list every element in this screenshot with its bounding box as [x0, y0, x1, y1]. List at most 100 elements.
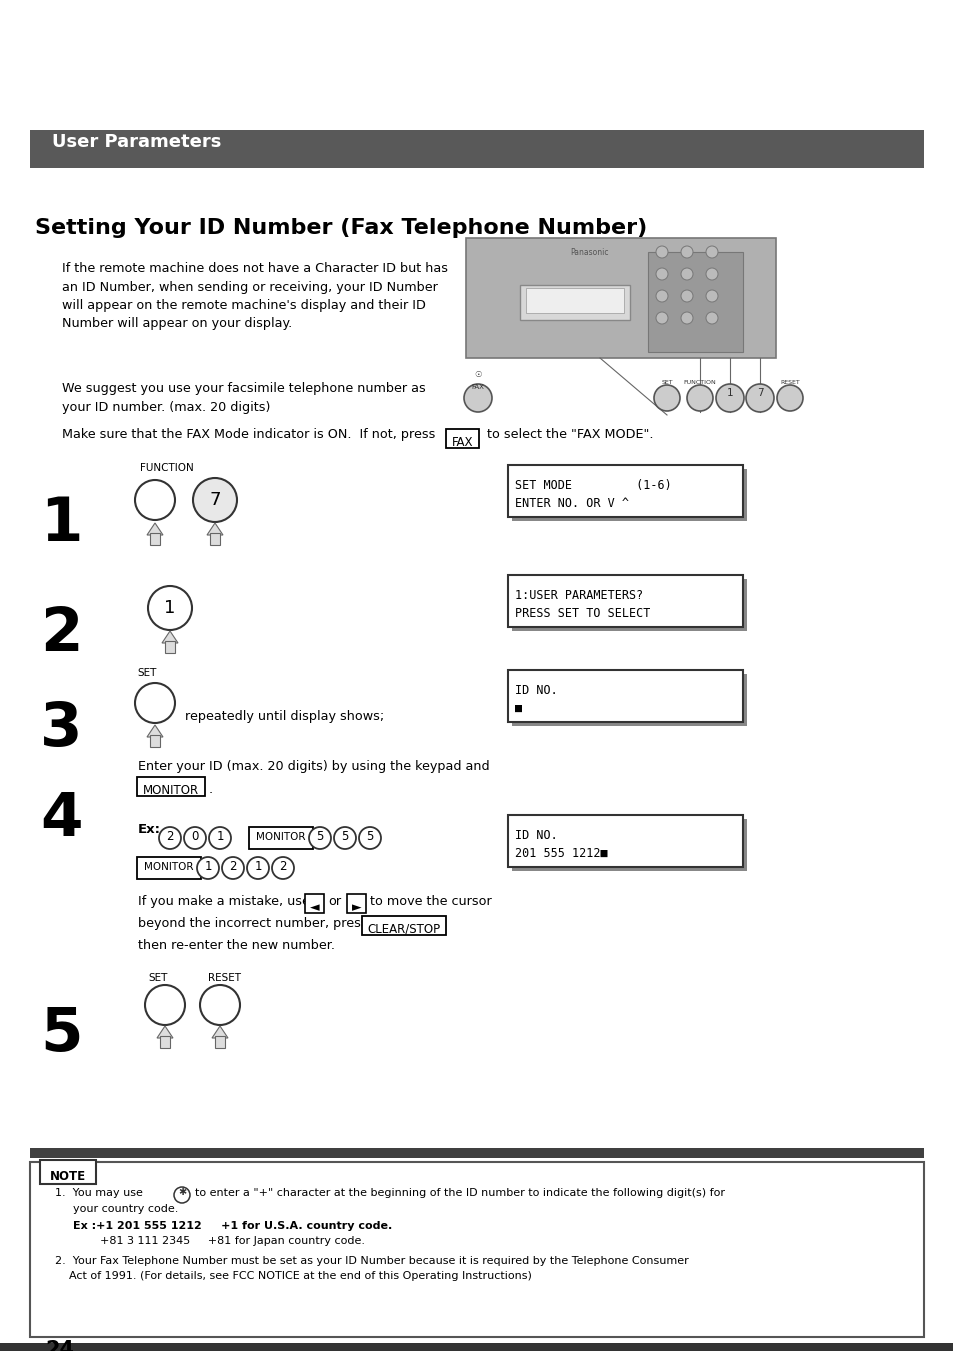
Circle shape	[745, 384, 773, 412]
Text: 2: 2	[279, 861, 287, 874]
Circle shape	[705, 290, 718, 303]
Text: beyond the incorrect number, press: beyond the incorrect number, press	[138, 917, 367, 929]
Polygon shape	[162, 631, 178, 643]
Text: then re-enter the new number.: then re-enter the new number.	[138, 939, 335, 952]
Text: MONITOR: MONITOR	[256, 832, 305, 842]
Circle shape	[135, 480, 174, 520]
Bar	[150, 735, 160, 747]
Text: ENTER NO. OR V ^: ENTER NO. OR V ^	[515, 497, 628, 509]
FancyBboxPatch shape	[40, 1161, 96, 1183]
Text: 2: 2	[229, 861, 236, 874]
Text: Panasonic: Panasonic	[570, 249, 609, 257]
Text: FUNCTION: FUNCTION	[683, 380, 716, 385]
Text: MONITOR: MONITOR	[143, 784, 199, 797]
Bar	[507, 670, 742, 721]
Text: FAX: FAX	[471, 384, 484, 390]
Text: ■: ■	[515, 703, 521, 715]
Bar	[519, 285, 629, 320]
Polygon shape	[147, 725, 163, 738]
Text: Make sure that the FAX Mode indicator is ON.  If not, press: Make sure that the FAX Mode indicator is…	[62, 428, 435, 440]
Circle shape	[680, 312, 692, 324]
Text: SET MODE         (1-6): SET MODE (1-6)	[515, 480, 671, 492]
Bar	[647, 253, 742, 353]
Text: PRESS SET TO SELECT: PRESS SET TO SELECT	[515, 607, 650, 620]
Text: ◄: ◄	[310, 901, 319, 915]
Bar	[525, 288, 623, 313]
Circle shape	[148, 586, 192, 630]
Bar	[512, 819, 746, 871]
Bar	[512, 674, 746, 725]
Circle shape	[193, 478, 236, 521]
Text: If the remote machine does not have a Character ID but has
an ID Number, when se: If the remote machine does not have a Ch…	[62, 262, 448, 331]
Bar	[165, 640, 174, 653]
Text: your country code.: your country code.	[73, 1204, 178, 1215]
Text: 1: 1	[164, 598, 175, 617]
Text: or: or	[328, 894, 341, 908]
Text: Enter your ID (max. 20 digits) by using the keypad and: Enter your ID (max. 20 digits) by using …	[138, 761, 489, 773]
FancyBboxPatch shape	[361, 916, 446, 935]
Text: 7: 7	[209, 490, 220, 509]
Text: 3: 3	[40, 700, 82, 759]
Text: SET: SET	[137, 667, 156, 678]
Bar	[150, 534, 160, 544]
FancyBboxPatch shape	[347, 894, 366, 913]
Text: RESET: RESET	[780, 380, 799, 385]
Text: We suggest you use your facsimile telephone number as
your ID number. (max. 20 d: We suggest you use your facsimile teleph…	[62, 382, 425, 413]
Text: FAX: FAX	[452, 436, 474, 449]
Text: 5: 5	[366, 831, 374, 843]
Text: repeatedly until display shows;: repeatedly until display shows;	[185, 711, 384, 723]
Circle shape	[656, 290, 667, 303]
Text: MONITOR: MONITOR	[144, 862, 193, 871]
Text: SET: SET	[148, 973, 167, 984]
Text: ID NO.: ID NO.	[515, 830, 558, 842]
Text: 5: 5	[341, 831, 349, 843]
Circle shape	[656, 312, 667, 324]
Text: 1: 1	[216, 831, 224, 843]
Text: 1.  You may use: 1. You may use	[55, 1188, 143, 1198]
Bar	[210, 534, 220, 544]
Text: ID NO.: ID NO.	[515, 684, 558, 697]
Text: SET: SET	[660, 380, 672, 385]
Text: 5: 5	[40, 1005, 82, 1065]
Text: 1: 1	[204, 861, 212, 874]
Circle shape	[159, 827, 181, 848]
Text: 24: 24	[45, 1340, 74, 1351]
Text: RESET: RESET	[208, 973, 241, 984]
Bar	[507, 815, 742, 867]
Text: FUNCTION: FUNCTION	[140, 463, 193, 473]
Text: Ex:: Ex:	[138, 823, 161, 836]
Text: 1: 1	[726, 388, 733, 399]
Circle shape	[200, 985, 240, 1025]
Circle shape	[196, 857, 219, 880]
Bar	[30, 1162, 923, 1337]
Text: 4: 4	[40, 790, 82, 848]
Circle shape	[358, 827, 380, 848]
Circle shape	[247, 857, 269, 880]
FancyBboxPatch shape	[137, 857, 201, 880]
Text: ►: ►	[352, 901, 361, 915]
Circle shape	[654, 385, 679, 411]
Bar	[512, 469, 746, 521]
Bar	[512, 580, 746, 631]
Bar	[30, 1148, 923, 1158]
Text: 2: 2	[40, 605, 83, 663]
Text: 201 555 1212■: 201 555 1212■	[515, 847, 607, 861]
Polygon shape	[207, 523, 223, 535]
Circle shape	[334, 827, 355, 848]
Circle shape	[184, 827, 206, 848]
Text: 5: 5	[316, 831, 323, 843]
Text: to move the cursor: to move the cursor	[370, 894, 491, 908]
FancyBboxPatch shape	[446, 430, 478, 449]
Circle shape	[463, 384, 492, 412]
Text: 1:USER PARAMETERS?: 1:USER PARAMETERS?	[515, 589, 642, 603]
FancyBboxPatch shape	[249, 827, 313, 848]
Bar	[30, 130, 923, 168]
Text: 1: 1	[254, 861, 261, 874]
Circle shape	[705, 267, 718, 280]
Text: to select the "FAX MODE".: to select the "FAX MODE".	[482, 428, 653, 440]
Text: CLEAR/STOP: CLEAR/STOP	[367, 923, 440, 936]
Text: User Parameters: User Parameters	[52, 132, 221, 151]
Circle shape	[656, 267, 667, 280]
Text: 2.  Your Fax Telephone Number must be set as your ID Number because it is requir: 2. Your Fax Telephone Number must be set…	[55, 1256, 688, 1281]
FancyBboxPatch shape	[305, 894, 324, 913]
